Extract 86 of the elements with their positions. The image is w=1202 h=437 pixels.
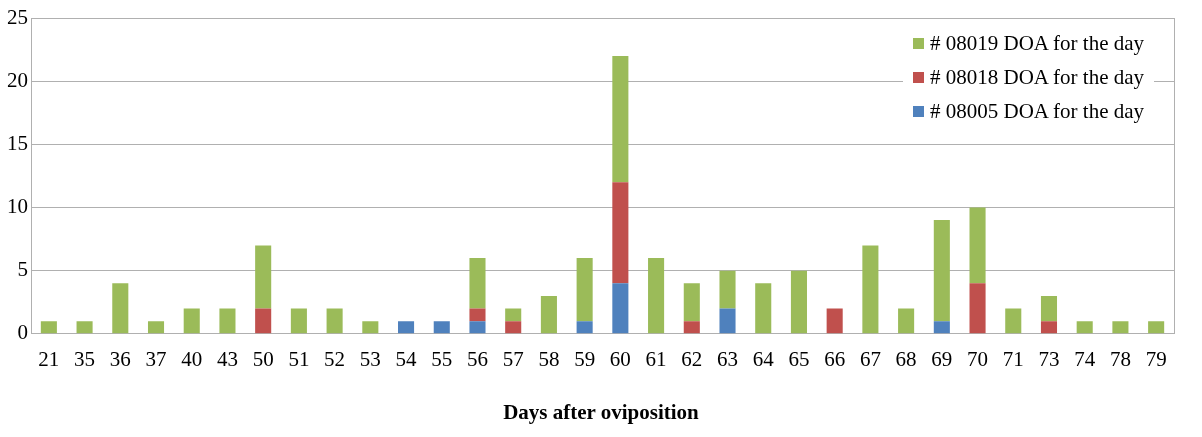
x-tick-label: 36 <box>109 346 131 371</box>
bar <box>933 321 950 334</box>
bar <box>112 283 129 334</box>
x-tick-label: 55 <box>431 346 453 371</box>
bar <box>576 321 593 334</box>
bar <box>1040 321 1058 334</box>
bar <box>862 245 879 334</box>
x-tick-label: 70 <box>967 346 989 371</box>
legend-label: # 08019 DOA for the day <box>930 30 1145 56</box>
bar <box>1076 321 1093 334</box>
x-tick-label: 60 <box>609 346 631 371</box>
x-tick-label: 54 <box>395 346 418 371</box>
y-tick-label: 20 <box>7 67 28 92</box>
x-tick-label: 40 <box>181 346 203 371</box>
y-tick-label: 5 <box>17 257 28 282</box>
x-tick-label: 52 <box>324 346 346 371</box>
bar <box>255 245 272 309</box>
bar <box>362 321 379 334</box>
bar <box>469 308 486 322</box>
bar <box>76 321 93 334</box>
x-tick-label: 53 <box>359 346 381 371</box>
x-tick-label: 58 <box>538 346 560 371</box>
bar <box>755 283 772 334</box>
x-tick-label: 67 <box>859 346 881 371</box>
bar <box>719 308 736 334</box>
bar <box>398 321 415 334</box>
y-tick-label: 0 <box>17 320 28 345</box>
bar <box>612 182 629 284</box>
x-tick-label: 51 <box>288 346 310 371</box>
bar <box>505 321 522 334</box>
bar <box>540 295 557 334</box>
x-tick-label: 43 <box>216 346 238 371</box>
bar <box>933 220 950 322</box>
bar <box>219 308 236 334</box>
x-tick-label: 74 <box>1074 346 1096 371</box>
bar <box>683 321 700 334</box>
x-tick-label: 65 <box>788 346 810 371</box>
bar <box>1148 321 1165 334</box>
bar <box>1112 321 1129 334</box>
bar <box>576 258 593 322</box>
y-tick-label: 15 <box>7 130 28 155</box>
bar <box>612 283 629 334</box>
bar <box>1040 295 1058 322</box>
bar <box>790 270 807 334</box>
x-tick-label: 78 <box>1109 346 1131 371</box>
legend-label: # 08018 DOA for the day <box>930 64 1145 90</box>
y-tick-label: 10 <box>7 194 28 218</box>
x-tick-label: 71 <box>1002 346 1024 371</box>
bar <box>826 308 843 334</box>
x-tick-label: 57 <box>502 346 524 371</box>
y-tick-label: 25 <box>7 4 28 29</box>
x-tick-label: 79 <box>1145 346 1167 371</box>
x-tick-label: 50 <box>252 346 274 371</box>
x-tick-label: 69 <box>931 346 953 371</box>
bar <box>469 321 486 334</box>
bar <box>898 308 915 334</box>
bar <box>969 283 986 334</box>
x-tick-label: 63 <box>717 346 739 371</box>
bar <box>255 308 272 334</box>
x-tick-label: 64 <box>752 346 775 371</box>
legend-label: # 08005 DOA for the day <box>930 98 1145 124</box>
bar <box>290 308 307 334</box>
bar <box>433 321 450 334</box>
x-tick-label: 35 <box>74 346 96 371</box>
bar <box>505 308 522 322</box>
x-tick-label: 37 <box>145 346 167 371</box>
x-tick-label: 21 <box>38 346 60 371</box>
x-tick-label: 59 <box>574 346 596 371</box>
bar <box>147 321 165 334</box>
bar <box>648 258 665 334</box>
x-tick-label: 61 <box>645 346 667 371</box>
bar <box>719 270 736 309</box>
x-tick-label: 66 <box>824 346 846 371</box>
bar <box>183 308 200 334</box>
bar <box>469 258 486 309</box>
bar <box>612 55 629 183</box>
x-tick-label: 73 <box>1038 346 1060 371</box>
bar <box>40 321 57 334</box>
x-axis-title: Days after oviposition <box>502 400 700 425</box>
x-tick-label: 68 <box>895 346 917 371</box>
bar <box>683 283 700 322</box>
x-tick-label: 62 <box>681 346 703 371</box>
bar <box>1005 308 1022 334</box>
x-tick-label: 56 <box>466 346 488 371</box>
bar <box>969 207 986 284</box>
bar <box>326 308 343 334</box>
